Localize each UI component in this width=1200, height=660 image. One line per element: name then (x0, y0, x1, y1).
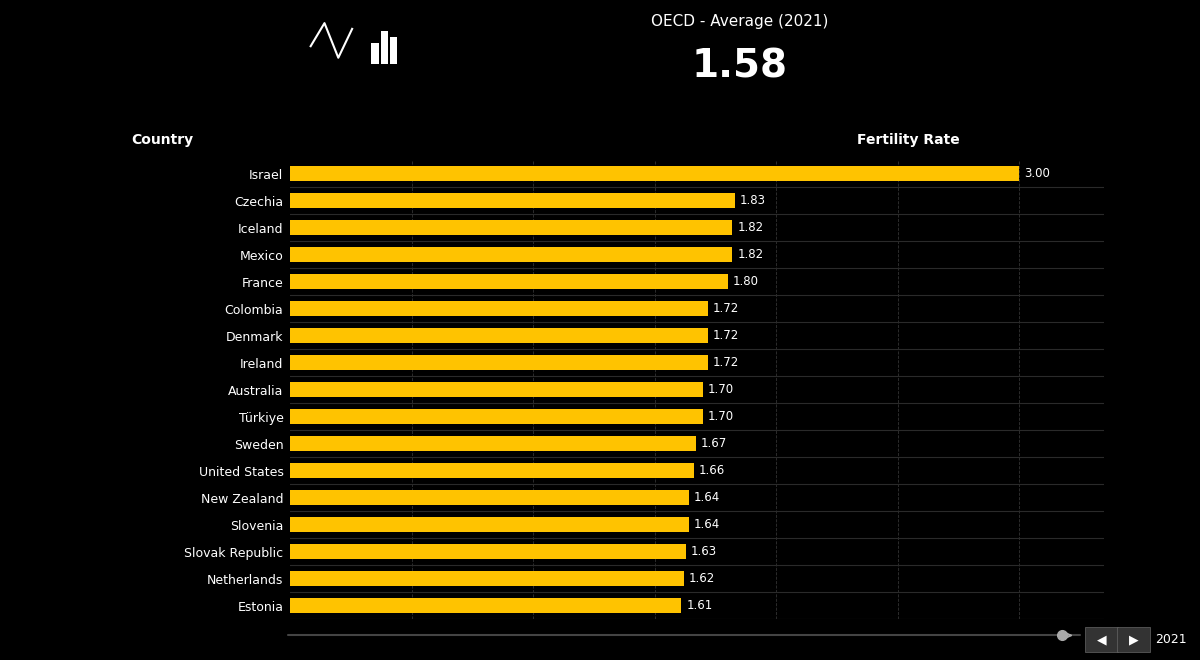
Text: 1.83: 1.83 (739, 194, 766, 207)
Text: Source:: Source: (23, 307, 73, 320)
Text: 1.66: 1.66 (698, 464, 725, 477)
Text: 1.80: 1.80 (732, 275, 758, 288)
Bar (290, 544, 686, 559)
Text: ▶: ▶ (1129, 633, 1139, 646)
Bar (290, 517, 689, 532)
Text: The total fertility rate is the average
number of children a woman would
have if: The total fertility rate is the average … (23, 119, 251, 206)
Text: Vizney: Vizney (103, 612, 175, 630)
Bar (1117, 627, 1151, 652)
Bar (290, 436, 696, 451)
Text: Country: Country (132, 133, 194, 147)
Bar (290, 355, 708, 370)
Bar (290, 382, 703, 397)
Bar (290, 220, 732, 235)
Text: 1.72: 1.72 (713, 302, 739, 315)
Bar (290, 571, 684, 586)
Text: 1.58: 1.58 (691, 48, 787, 86)
Bar (1085, 627, 1118, 652)
Text: 1.70: 1.70 (708, 383, 734, 396)
Bar (290, 328, 708, 343)
Bar (290, 409, 703, 424)
Text: 1.63: 1.63 (691, 545, 718, 558)
Text: 3.00: 3.00 (1024, 168, 1050, 180)
Text: 1.72: 1.72 (713, 329, 739, 343)
Text: Last Updated Date:: Last Updated Date: (23, 345, 148, 358)
Text: 1.72: 1.72 (713, 356, 739, 369)
Text: 2024-01-12: 2024-01-12 (173, 345, 253, 358)
Bar (290, 275, 727, 289)
Bar (380, 31, 388, 63)
Bar (290, 248, 732, 262)
Bar (290, 302, 708, 316)
Text: Fertility Rate: Fertility Rate (857, 133, 960, 147)
Bar (390, 37, 397, 63)
Bar (290, 166, 1019, 182)
Bar (290, 598, 682, 613)
Bar (372, 44, 379, 63)
Text: 1.82: 1.82 (737, 248, 763, 261)
Text: Fertility rates: Fertility rates (23, 46, 204, 70)
Text: 1.64: 1.64 (694, 491, 720, 504)
Text: 1.70: 1.70 (708, 411, 734, 423)
Bar (290, 490, 689, 505)
Bar (290, 463, 694, 478)
Text: 1.82: 1.82 (737, 221, 763, 234)
Text: ◀: ◀ (1097, 633, 1106, 646)
Bar (290, 193, 734, 209)
Text: 1.67: 1.67 (701, 437, 727, 450)
Text: OECD - Average (2021): OECD - Average (2021) (650, 14, 828, 29)
Text: 1.62: 1.62 (689, 572, 715, 585)
Text: 1.61: 1.61 (686, 599, 713, 612)
Text: 2021: 2021 (1154, 633, 1187, 646)
Text: 1.64: 1.64 (694, 518, 720, 531)
Text: OECD: OECD (78, 307, 116, 320)
